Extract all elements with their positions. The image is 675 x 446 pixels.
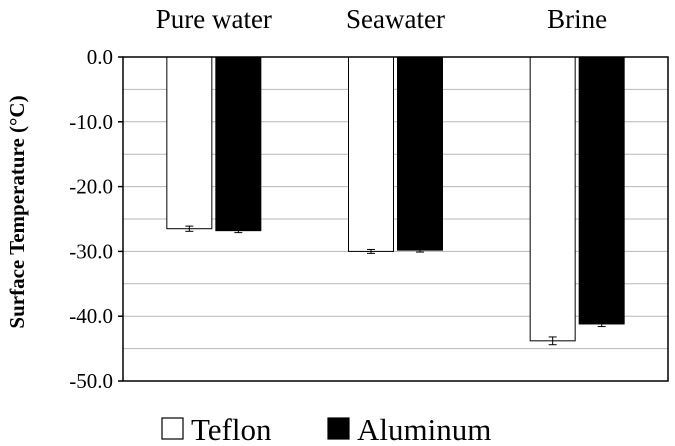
bar-aluminum-pure-water [215,56,262,232]
legend-swatch-teflon [161,417,184,440]
y-tick-label: -40.0 [69,304,113,328]
category-label: Brine [547,4,607,34]
category-label: Pure water [156,4,272,34]
y-tick-label: -20.0 [69,175,113,199]
y-tick-label: -10.0 [69,110,113,134]
legend-label-teflon: Teflon [191,412,272,446]
legend-swatch-aluminum [327,417,350,440]
bar-teflon-pure-water [166,56,213,230]
legend-label-aluminum: Aluminum [357,412,491,446]
legend: Teflon Aluminum [161,412,491,446]
y-axis-label: Surface Temperature (°C) [5,95,29,328]
gridlines [123,88,668,350]
bar-aluminum-seawater [397,56,443,251]
category-label: Seawater [346,4,445,34]
y-tick-label: -30.0 [69,239,113,263]
y-axis-ticks: 0.0 -10.0 -20.0 -30.0 -40.0 -50.0 [69,45,123,393]
plot-area [122,56,669,382]
category-labels: Pure water Seawater Brine [156,4,607,34]
bar-aluminum-brine [578,56,625,325]
error-bars [185,225,606,346]
bars [166,56,625,342]
y-tick-label: 0.0 [87,45,113,69]
y-tick-label: -50.0 [69,369,113,393]
bar-teflon-brine [529,56,576,342]
bar-teflon-seawater [348,56,394,252]
